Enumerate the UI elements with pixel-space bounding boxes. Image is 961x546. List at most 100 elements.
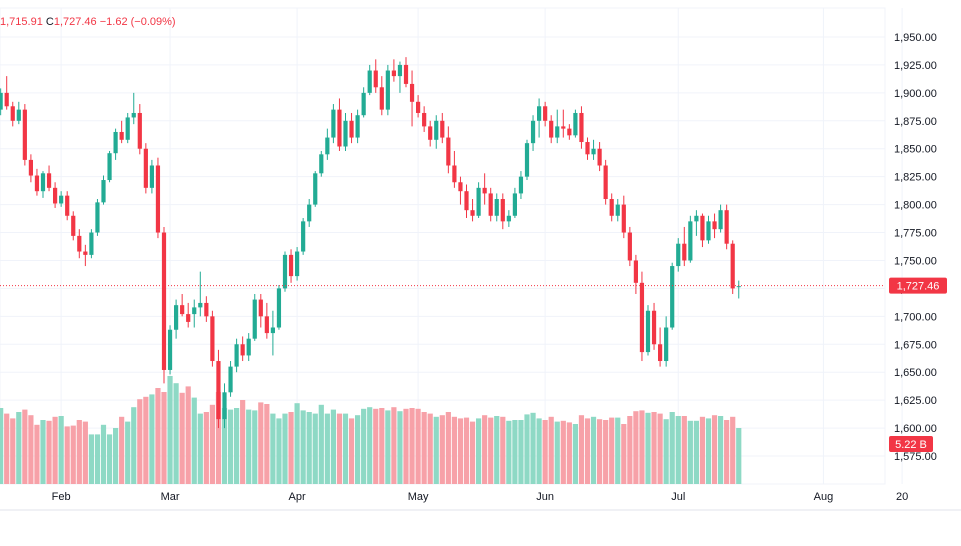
candle-body [706, 221, 711, 241]
candle-body [524, 143, 530, 177]
candle-body [325, 137, 330, 155]
candle-body [276, 288, 282, 328]
candle-body [367, 70, 372, 93]
candle-body [313, 173, 318, 205]
x-tick-label: Aug [814, 491, 834, 503]
volume-bar [125, 421, 131, 484]
volume-bar [427, 413, 433, 484]
legend-change: −1.62 (−0.09%) [99, 16, 176, 28]
volume-bar [724, 420, 730, 484]
volume-bar [718, 416, 724, 484]
volume-bar [621, 424, 627, 484]
volume-bar [615, 417, 621, 484]
volume-bar [276, 418, 282, 484]
candle-body [615, 204, 620, 216]
x-tick-label: Mar [161, 491, 180, 503]
volume-bar [681, 416, 687, 484]
candle-body [34, 175, 40, 192]
volume-bar [730, 416, 736, 484]
price-axis[interactable]: 1,575.00 1,600.00 1,625.00 1,650.00 1,675.00… [894, 32, 937, 463]
last-price-label: 1,727.46 [897, 281, 940, 293]
volume-bar [215, 392, 222, 484]
x-tick-label: 20 [896, 491, 908, 503]
volume-bar [76, 420, 82, 484]
candle-body [658, 344, 663, 362]
volume-bar [379, 408, 385, 484]
candle-body [119, 131, 124, 140]
volume-bar [566, 422, 572, 484]
volume-bar [294, 403, 300, 484]
volume-bar [143, 396, 149, 484]
volume-bar [16, 412, 22, 484]
volume-bar [433, 416, 439, 484]
candle-body [664, 327, 669, 362]
volume-bar [34, 424, 40, 484]
candle-body [65, 195, 70, 216]
candle-body [422, 112, 427, 127]
candle-body [379, 87, 384, 110]
volume-bar [355, 415, 361, 484]
candle-body [458, 182, 463, 192]
candle-body [597, 148, 602, 166]
candle-body [591, 148, 596, 155]
volume-bar [52, 416, 58, 484]
volume-bar [451, 416, 457, 484]
volume-bar [578, 415, 585, 484]
candle-body [89, 232, 94, 255]
candle-body [22, 109, 27, 160]
volume-bar [518, 420, 524, 484]
volume-bar [445, 412, 451, 484]
volume-bar [554, 421, 560, 484]
volume-bar [530, 412, 536, 484]
candle-body [688, 221, 693, 261]
candle-body [4, 92, 9, 107]
candle-body [555, 126, 560, 138]
candle-body [113, 131, 118, 154]
candle-body [416, 101, 421, 113]
legend-close-value: 1,727.46 [53, 16, 97, 28]
volume-bar [312, 413, 318, 484]
volume-bar [324, 413, 330, 484]
candle-body [440, 120, 445, 138]
x-tick-label: May [408, 491, 429, 503]
candle-body [730, 243, 735, 289]
candle-body [639, 282, 645, 353]
candle-body [186, 314, 191, 322]
volume-bar [209, 404, 215, 484]
candle-body [573, 112, 578, 136]
candle-body [585, 142, 590, 155]
volume-bar [252, 410, 258, 484]
candle-body [301, 221, 306, 252]
candle-body [143, 148, 148, 188]
candle-body [645, 310, 651, 353]
volume-bar [627, 416, 633, 484]
volume-bar [572, 424, 578, 484]
volume-bar [348, 418, 355, 484]
y-tick-label: 1,775.00 [894, 228, 937, 240]
candle-body [198, 302, 203, 308]
volume-bar [373, 408, 379, 484]
candle-body [83, 251, 88, 255]
candle-body [331, 109, 336, 138]
volume-bar [536, 418, 542, 484]
volume-bar [609, 417, 615, 484]
volume-bar [70, 425, 76, 484]
candle-body [16, 109, 21, 121]
volume-bar [22, 409, 28, 484]
candle-body [95, 202, 100, 233]
candle-body [101, 180, 106, 203]
y-tick-label: 1,825.00 [894, 172, 937, 184]
time-axis[interactable]: Feb Mar Apr May Jun Jul Aug 20 [52, 491, 909, 503]
volume-bar [663, 419, 669, 484]
candle-body [155, 165, 161, 233]
candle-body [397, 64, 403, 77]
candle-body [676, 243, 681, 267]
candle-body [288, 254, 294, 277]
volume-bar [361, 408, 367, 484]
volume-bar [119, 416, 125, 484]
volume-bar [488, 417, 494, 484]
volume-bar [421, 412, 427, 484]
volume-bar [191, 397, 197, 484]
